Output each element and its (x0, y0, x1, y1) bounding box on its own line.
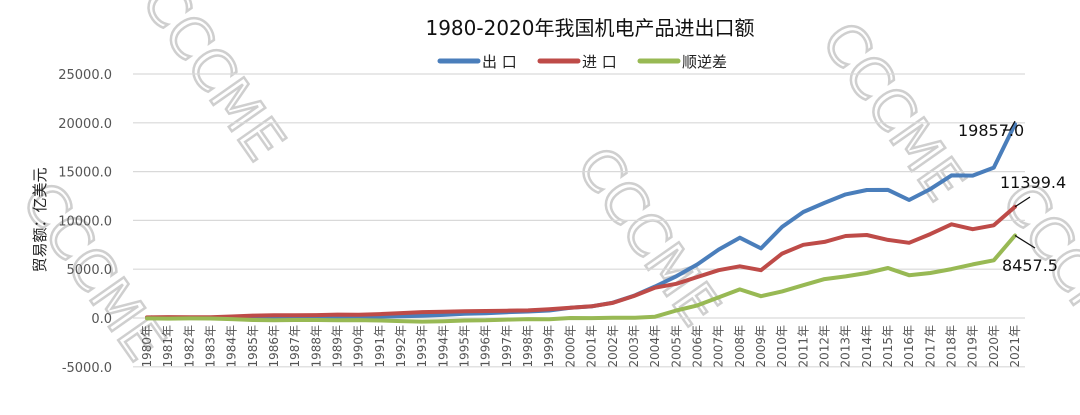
series-lines (145, 122, 1017, 324)
x-tick-label: 1999年 (542, 325, 556, 368)
x-tick-label: 1994年 (436, 325, 450, 368)
watermark-text: CCCME (809, 11, 978, 213)
y-tick-label: 25000.0 (58, 68, 112, 83)
chart-title: 1980-2020年我国机电产品进出口额 (425, 16, 754, 40)
y-tick-label: 20000.0 (58, 117, 112, 132)
leader-line (1003, 120, 1016, 131)
x-tick-label: 2006年 (690, 325, 704, 368)
x-tick-label: 2003年 (627, 325, 641, 368)
x-tick-label: 2017年 (923, 325, 937, 368)
x-tick-label: 2014年 (860, 325, 874, 368)
leader-line (1014, 234, 1036, 249)
x-tick-label: 1997年 (500, 325, 514, 368)
x-tick-label: 1996年 (479, 325, 493, 368)
x-tick-label: 2020年 (987, 325, 1001, 368)
data-labels: 19857.0 11399.4 8457.5 (958, 120, 1066, 275)
x-tick-label: 2000年 (563, 325, 577, 368)
x-tick-label: 2008年 (733, 325, 747, 368)
x-axis-ticks: 1980年 1981年 1982年 1983年 1984年 1985年 1986年 1987年… (140, 325, 1022, 368)
x-tick-label: 1983年 (204, 325, 218, 368)
x-tick-label: 1982年 (182, 325, 196, 368)
x-tick-label: 1990年 (352, 325, 366, 368)
x-tick-label: 2001年 (585, 325, 599, 368)
x-tick-label: 1984年 (225, 325, 239, 368)
y-axis-ticks: -5000.0 0.0 5000.0 10000.0 15000.0 20000.0 250… (58, 68, 112, 376)
y-tick-label: -5000.0 (62, 361, 112, 376)
x-tick-label: 1995年 (458, 325, 472, 368)
x-tick-label: 2004年 (648, 325, 662, 368)
y-axis-label: 贸易额：亿美元 (31, 167, 49, 272)
watermark-text: CCCME (129, 0, 298, 173)
x-tick-label: 1992年 (394, 325, 408, 368)
legend-label: 出 口 (482, 53, 517, 71)
x-tick-label: 2007年 (712, 325, 726, 368)
x-tick-label: 2011年 (796, 325, 810, 368)
x-tick-label: 2002年 (606, 325, 620, 368)
data-label: 19857.0 (958, 121, 1024, 140)
x-tick-label: 1988年 (309, 325, 323, 368)
x-tick-label: 2019年 (966, 325, 980, 368)
x-tick-label: 2012年 (817, 325, 831, 368)
legend: 出 口 进 口 顺逆差 (437, 53, 727, 71)
leader-line (1014, 196, 1031, 208)
series-line (145, 204, 1017, 320)
x-tick-label: 2021年 (1008, 325, 1022, 368)
x-tick-label: 1986年 (267, 325, 281, 368)
x-tick-label: 2005年 (669, 325, 683, 368)
legend-label: 进 口 (582, 53, 617, 71)
x-tick-label: 2015年 (881, 325, 895, 368)
x-tick-label: 1989年 (331, 325, 345, 368)
y-tick-label: 15000.0 (58, 166, 112, 181)
x-tick-label: 1985年 (246, 325, 260, 368)
x-tick-label: 1980年 (140, 325, 154, 368)
y-tick-label: 10000.0 (58, 214, 112, 229)
x-tick-label: 2013年 (839, 325, 853, 368)
x-tick-label: 1987年 (288, 325, 302, 368)
x-tick-label: 1981年 (161, 325, 175, 368)
x-tick-label: 1991年 (373, 325, 387, 368)
x-tick-label: 2009年 (754, 325, 768, 368)
data-label: 11399.4 (1000, 173, 1066, 192)
x-tick-label: 2018年 (944, 325, 958, 368)
data-label: 8457.5 (1002, 256, 1058, 275)
x-tick-label: 2016年 (902, 325, 916, 368)
y-tick-label: 5000.0 (67, 263, 113, 278)
series-line (145, 233, 1017, 324)
legend-label: 顺逆差 (682, 53, 727, 71)
x-tick-label: 2010年 (775, 325, 789, 368)
x-tick-label: 1998年 (521, 325, 535, 368)
y-tick-label: 0.0 (91, 312, 112, 327)
x-tick-label: 1993年 (415, 325, 429, 368)
